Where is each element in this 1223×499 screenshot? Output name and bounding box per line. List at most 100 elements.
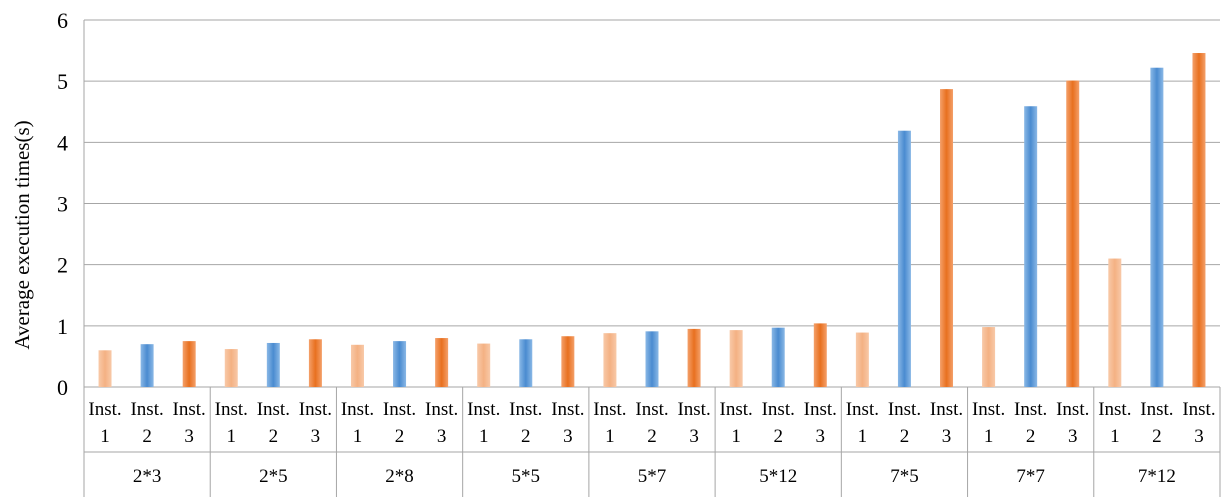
- x-group-label: 2*3: [133, 466, 162, 487]
- bar-7x12-inst-1: [1108, 258, 1122, 387]
- x-sub-label-line2: 3: [942, 426, 952, 447]
- y-tick-label: 5: [57, 69, 68, 94]
- bar-5x5-inst-1: [477, 343, 491, 387]
- bar-7x5-inst-1: [855, 332, 869, 387]
- x-sub-label-line2: 1: [479, 426, 489, 447]
- x-group-label: 5*7: [638, 466, 667, 487]
- x-sub-label-line2: 1: [100, 426, 110, 447]
- bar-7x12-inst-2: [1150, 67, 1164, 388]
- x-sub-label-line1: Inst.: [425, 399, 458, 420]
- x-sub-label-line1: Inst.: [593, 399, 626, 420]
- bar-2x5-inst-1: [224, 349, 238, 387]
- x-sub-label-line2: 1: [227, 426, 237, 447]
- bar-2x8-inst-3: [435, 338, 449, 387]
- y-tick-label: 6: [57, 8, 68, 33]
- y-tick-label: 4: [57, 130, 68, 155]
- x-sub-label-line1: Inst.: [1182, 399, 1215, 420]
- bar-7x7-inst-2: [1024, 106, 1038, 388]
- x-sub-label-line1: Inst.: [888, 399, 921, 420]
- bar-2x3-inst-1: [98, 350, 112, 387]
- x-sub-label-line1: Inst.: [1014, 399, 1047, 420]
- x-group-label: 2*5: [259, 466, 288, 487]
- x-sub-label-line2: 2: [1026, 426, 1036, 447]
- x-sub-label-line1: Inst.: [846, 399, 879, 420]
- bar-2x5-inst-3: [308, 339, 322, 387]
- bar-2x3-inst-3: [182, 341, 196, 387]
- x-sub-label-line1: Inst.: [509, 399, 542, 420]
- bar-5x5-inst-3: [561, 336, 575, 387]
- y-tick-label: 1: [57, 314, 68, 339]
- x-sub-label-line2: 3: [1194, 426, 1204, 447]
- bar-7x7-inst-3: [1066, 80, 1080, 388]
- x-sub-label-line2: 2: [647, 426, 657, 447]
- x-sub-label-line2: 2: [773, 426, 783, 447]
- x-sub-label-line1: Inst.: [930, 399, 963, 420]
- x-sub-label-line2: 3: [184, 426, 194, 447]
- x-sub-label-line2: 2: [521, 426, 531, 447]
- x-sub-label-line2: 3: [563, 426, 573, 447]
- x-sub-label-line2: 1: [1110, 426, 1120, 447]
- x-sub-label-line1: Inst.: [635, 399, 668, 420]
- bar-7x7-inst-1: [982, 327, 996, 387]
- x-group-label: 5*5: [512, 466, 541, 487]
- x-sub-label-line2: 2: [395, 426, 405, 447]
- bar-5x5-inst-2: [519, 339, 533, 387]
- x-sub-label-line1: Inst.: [257, 399, 290, 420]
- x-sub-label-line1: Inst.: [804, 399, 837, 420]
- x-sub-label-line2: 3: [816, 426, 826, 447]
- x-group-label: 2*8: [385, 466, 414, 487]
- y-axis-label: Average execution times(s): [10, 120, 34, 349]
- x-sub-label-line1: Inst.: [551, 399, 584, 420]
- bar-7x5-inst-2: [897, 130, 911, 387]
- x-group-label: 5*12: [759, 466, 797, 487]
- x-sub-label-line2: 2: [269, 426, 279, 447]
- bar-5x7-inst-2: [645, 331, 659, 387]
- x-sub-label-line2: 1: [731, 426, 741, 447]
- bars: [98, 53, 1206, 388]
- bar-2x8-inst-2: [393, 341, 407, 387]
- x-group-label: 7*7: [1016, 466, 1045, 487]
- x-sub-label-line1: Inst.: [677, 399, 710, 420]
- y-tick-label: 0: [57, 375, 68, 400]
- x-sub-label-line1: Inst.: [215, 399, 248, 420]
- bar-2x8-inst-1: [350, 344, 364, 387]
- gridlines: [84, 19, 1220, 388]
- x-sub-label-line2: 2: [1152, 426, 1162, 447]
- axes: 0 1 2 3 4 5 6 Inst. 1 Inst. 2 Inst. 3 2*3 Inst. 1 Inst. 2…: [57, 8, 1221, 497]
- y-tick-label: 2: [57, 253, 68, 278]
- x-sub-label-line2: 3: [689, 426, 699, 447]
- x-sub-label-line2: 1: [984, 426, 994, 447]
- bar-7x12-inst-3: [1192, 53, 1206, 387]
- x-sub-label-line2: 3: [437, 426, 447, 447]
- x-sub-label-line1: Inst.: [1140, 399, 1173, 420]
- x-sub-label-line1: Inst.: [130, 399, 163, 420]
- bar-5x12-inst-1: [729, 330, 743, 387]
- x-group-label: 7*5: [890, 466, 919, 487]
- x-sub-label-line2: 2: [142, 426, 152, 447]
- x-sub-label-line1: Inst.: [341, 399, 374, 420]
- x-sub-label-line1: Inst.: [299, 399, 332, 420]
- x-sub-label-line2: 3: [311, 426, 321, 447]
- x-sub-label-line2: 1: [605, 426, 615, 447]
- x-sub-label-line1: Inst.: [972, 399, 1005, 420]
- bar-2x3-inst-2: [140, 344, 154, 387]
- x-sub-label-line2: 2: [900, 426, 910, 447]
- x-sub-label-line1: Inst.: [383, 399, 416, 420]
- x-sub-label-line1: Inst.: [1056, 399, 1089, 420]
- bar-5x12-inst-2: [771, 327, 785, 387]
- bar-5x12-inst-3: [813, 323, 827, 387]
- x-sub-label-line1: Inst.: [762, 399, 795, 420]
- x-sub-label-line1: Inst.: [88, 399, 121, 420]
- bar-2x5-inst-2: [266, 342, 280, 387]
- bar-7x5-inst-3: [940, 89, 954, 387]
- x-sub-label-line1: Inst.: [1098, 399, 1131, 420]
- bar-5x7-inst-3: [687, 328, 701, 387]
- x-sub-label-line2: 1: [353, 426, 363, 447]
- x-sub-label-line1: Inst.: [720, 399, 753, 420]
- x-sub-label-line2: 1: [858, 426, 868, 447]
- y-tick-label: 3: [57, 192, 68, 217]
- x-sub-label-line1: Inst.: [173, 399, 206, 420]
- x-sub-label-line2: 3: [1068, 426, 1078, 447]
